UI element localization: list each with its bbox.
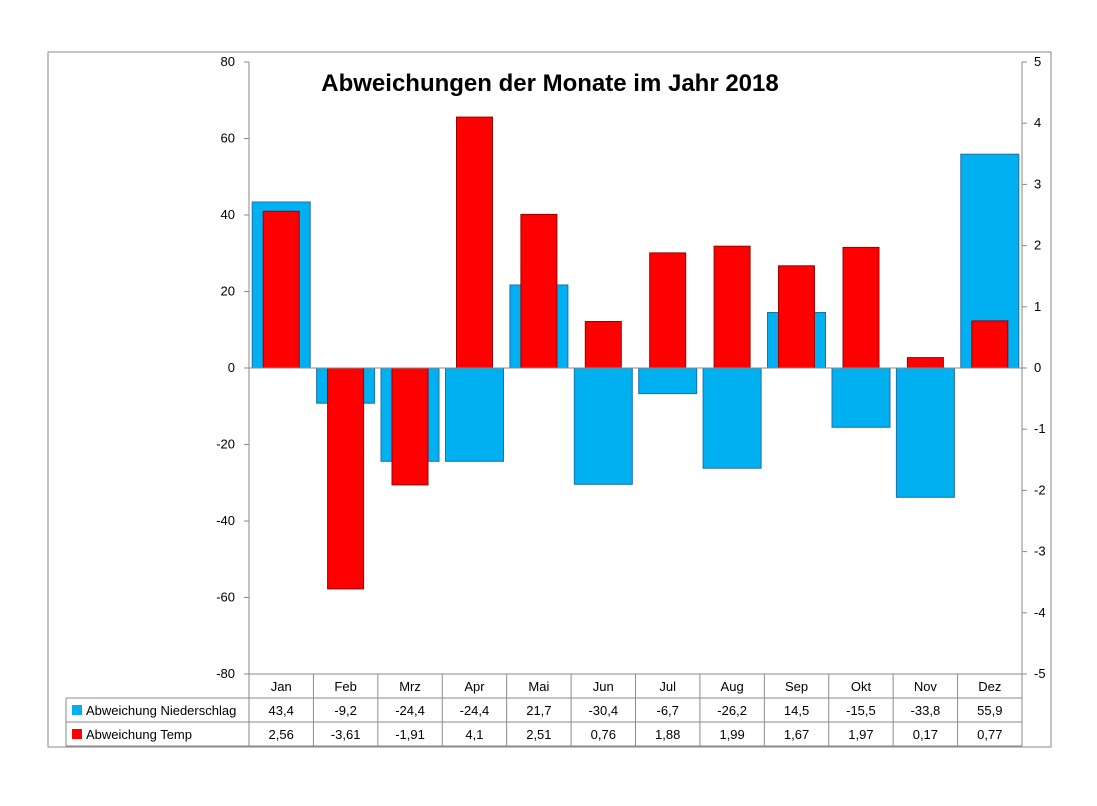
category-label: Okt [851,679,872,694]
bar-temp-jul [649,252,687,369]
table-value-cell: 14,5 [784,703,809,718]
table-value-cell: 43,4 [269,703,294,718]
legend-label-temp: Abweichung Temp [86,727,192,742]
bar-temp-apr [456,116,493,369]
left-tick-label: -80 [216,666,235,681]
category-label: Aug [721,679,744,694]
left-tick-label: 80 [221,54,235,69]
table-value-cell: 1,88 [655,727,680,742]
category-label: Nov [914,679,938,694]
table-value-cell: -33,8 [911,703,941,718]
table-value-cell: 0,77 [977,727,1002,742]
bar-temp-feb [327,367,365,590]
right-tick-label: 2 [1034,238,1041,253]
legend-key-temp [72,729,82,739]
right-tick-label: 1 [1034,299,1041,314]
table-value-cell: 1,97 [848,727,873,742]
left-tick-label: -60 [216,590,235,605]
table-value-cell: -9,2 [334,703,356,718]
table-value-cell: 1,67 [784,727,809,742]
category-label: Dez [978,679,1001,694]
right-tick-label: -5 [1034,666,1046,681]
bar-niederschlag-nov [895,367,955,498]
legend-label-niederschlag: Abweichung Niederschlag [86,703,236,718]
right-tick-label: 5 [1034,54,1041,69]
table-value-cell: -15,5 [846,703,876,718]
table-value-cell: -30,4 [588,703,618,718]
bar-niederschlag-apr [445,367,504,462]
right-tick-label: 4 [1034,115,1041,130]
table-value-cell: 21,7 [526,703,551,718]
bar-temp-okt [842,246,880,369]
table-value-cell: 1,99 [719,727,744,742]
bar-temp-mrz [391,367,429,486]
bar-niederschlag-jun [573,367,633,485]
left-tick-label: -40 [216,513,235,528]
table-value-cell: 55,9 [977,703,1002,718]
left-tick-label: 60 [221,131,235,146]
table-value-cell: -26,2 [717,703,747,718]
data-table: Jan Feb Mrz Apr Mai Jun Jul Aug Sep Okt Nov Dez Abwe… [65,673,1023,747]
bar-temp-jan [262,210,300,369]
right-tick-label: 0 [1034,360,1041,375]
bar-temp-jun [584,321,622,369]
table-value-cell: 4,1 [465,727,483,742]
bar-temp-mai [520,213,558,369]
bar-temp-dez [971,320,1009,369]
right-tick-label: -1 [1034,421,1046,436]
table-value-cell: -24,4 [460,703,490,718]
category-label: Apr [464,679,485,694]
category-label: Jun [593,679,614,694]
bar-temp-sep [778,265,815,369]
table-value-cell: -6,7 [657,703,679,718]
table-value-cell: -3,61 [331,727,361,742]
category-label: Sep [785,679,808,694]
category-label: Jul [659,679,676,694]
bar-niederschlag-aug [702,367,762,469]
axis-layer: 80 60 40 20 0 -20 -40 -60 -80 5 4 3 2 1 0 -1 -2 -3 -4 -5 [216,54,1045,681]
table-value-cell: 0,76 [591,727,616,742]
right-tick-label: 3 [1034,176,1041,191]
chart-title: Abweichungen der Monate im Jahr 2018 [321,70,778,97]
right-tick-label: -2 [1034,482,1046,497]
left-tick-label: 20 [221,284,235,299]
table-value-cell: -1,91 [395,727,425,742]
bar-niederschlag-jul [638,367,698,395]
right-tick-label: -3 [1034,544,1046,559]
right-tick-label: -4 [1034,605,1046,620]
category-label: Jan [271,679,292,694]
table-value-cell: -24,4 [395,703,425,718]
left-tick-label: 0 [228,360,235,375]
left-tick-label: 40 [221,207,235,222]
plot-layer [251,116,1020,590]
category-label: Feb [334,679,356,694]
left-tick-label: -20 [216,437,235,452]
table-value-cell: 2,51 [526,727,551,742]
bar-temp-nov [906,357,944,369]
bar-niederschlag-okt [831,367,891,428]
category-label: Mai [528,679,549,694]
bar-temp-aug [713,245,751,369]
legend-key-niederschlag [72,705,82,715]
category-label: Mrz [399,679,421,694]
table-value-cell: 2,56 [269,727,294,742]
table-value-cell: 0,17 [913,727,938,742]
